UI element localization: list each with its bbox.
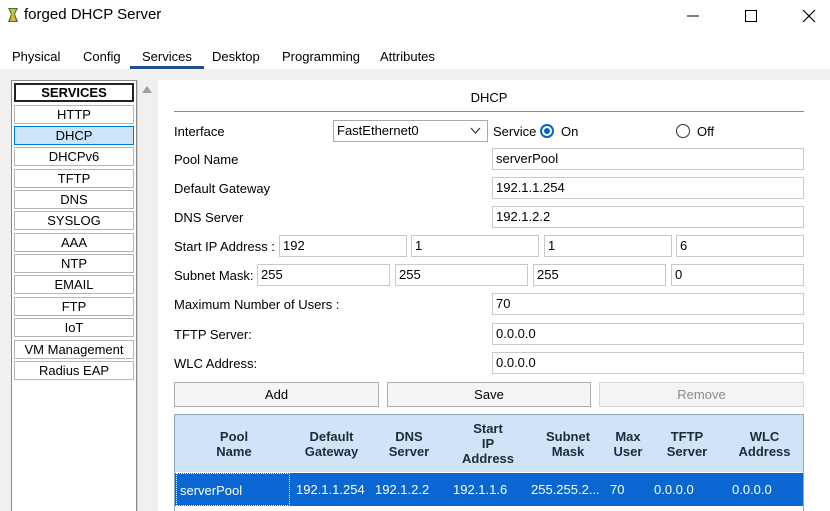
pool-table-header: Pool Name Default Gateway DNS Server Start I… [175, 415, 803, 472]
default-gateway-label: Default Gateway [174, 181, 271, 196]
wlc-address-field[interactable]: 0.0.0.0 [492, 352, 804, 374]
subnet-mask-octet-3[interactable]: 255 [533, 264, 666, 286]
tab-config[interactable]: Config [83, 49, 121, 64]
column-header-max-user[interactable]: Max User [613, 428, 643, 459]
title-bar: forged DHCP Server [0, 0, 830, 31]
service-item-tftp[interactable]: TFTP [14, 169, 134, 188]
cell-wlc-address[interactable]: 0.0.0.0 [732, 482, 772, 497]
maximize-button[interactable] [722, 0, 780, 31]
dns-server-label: DNS Server [174, 210, 244, 225]
service-label: Service [493, 124, 537, 139]
cell-dns-server[interactable]: 192.1.2.2 [375, 482, 430, 497]
pool-name-label: Pool Name [174, 152, 239, 167]
table-row[interactable]: serverPool 192.1.1.254 192.1.2.2 192.1.1… [175, 473, 803, 506]
subnet-mask-label: Subnet Mask: [174, 268, 254, 283]
column-header-subnet-mask[interactable]: Subnet Mask [545, 428, 591, 459]
service-item-dhcpv6[interactable]: DHCPv6 [14, 147, 134, 166]
column-header-dns-server[interactable]: DNS Server [388, 428, 430, 459]
subnet-mask-octet-2[interactable]: 255 [395, 264, 528, 286]
start-ip-octet-2[interactable]: 1 [411, 235, 539, 257]
service-item-dns[interactable]: DNS [14, 190, 134, 209]
tftp-server-label: TFTP Server: [174, 327, 252, 342]
interface-select[interactable]: FastEthernet0 [333, 120, 488, 142]
close-button[interactable] [780, 0, 830, 31]
max-users-field[interactable]: 70 [492, 293, 804, 315]
cell-subnet-mask[interactable]: 255.255.2... [531, 482, 600, 497]
service-item-aaa[interactable]: AAA [14, 233, 134, 252]
tab-attributes[interactable]: Attributes [380, 49, 435, 64]
tab-bar: Physical Config Services Desktop Program… [0, 41, 830, 69]
cell-max-user[interactable]: 70 [610, 482, 625, 497]
add-button[interactable]: Add [174, 382, 379, 407]
service-item-email[interactable]: EMAIL [14, 275, 134, 294]
save-button[interactable]: Save [387, 382, 591, 407]
service-item-syslog[interactable]: SYSLOG [14, 211, 134, 230]
maximize-icon [745, 9, 757, 22]
wlc-address-label: WLC Address: [174, 356, 258, 371]
tab-desktop[interactable]: Desktop [212, 49, 260, 64]
column-header-wlc-address[interactable]: WLC Address [738, 428, 791, 459]
dns-server-field[interactable]: 192.1.2.2 [492, 206, 804, 228]
service-off-radio[interactable] [676, 124, 690, 138]
service-item-vm-management[interactable]: VM Management [14, 340, 134, 359]
start-ip-octet-4[interactable]: 6 [676, 235, 804, 257]
panel-title: DHCP [470, 90, 508, 105]
remove-button[interactable]: Remove [599, 382, 804, 407]
cell-pool-name[interactable]: serverPool [176, 473, 290, 506]
service-on-label: On [561, 124, 579, 139]
minimize-icon [687, 15, 699, 16]
tftp-server-field[interactable]: 0.0.0.0 [492, 323, 804, 345]
default-gateway-field[interactable]: 192.1.1.254 [492, 177, 804, 199]
window-title: forged DHCP Server [24, 6, 162, 23]
start-ip-octet-1[interactable]: 192 [279, 235, 407, 257]
subnet-mask-octet-4[interactable]: 0 [671, 264, 804, 286]
pool-table: Pool Name Default Gateway DNS Server Start I… [174, 414, 804, 511]
services-header: SERVICES [14, 83, 134, 102]
service-item-radius-eap[interactable]: Radius EAP [14, 361, 134, 380]
tab-physical[interactable]: Physical [12, 49, 61, 64]
interface-label: Interface [174, 124, 225, 139]
service-item-http[interactable]: HTTP [14, 105, 134, 124]
close-icon [802, 9, 816, 22]
max-users-label: Maximum Number of Users : [174, 297, 340, 312]
interface-value: FastEthernet0 [337, 123, 419, 138]
dhcp-panel: DHCP Interface FastEthernet0 Service On … [158, 80, 830, 511]
column-header-start-ip[interactable]: Start IP Address [461, 421, 515, 466]
start-ip-octet-3[interactable]: 1 [544, 235, 672, 257]
server-app-icon [6, 7, 20, 23]
pool-name-field[interactable]: serverPool [492, 148, 804, 170]
cell-tftp-server[interactable]: 0.0.0.0 [654, 482, 694, 497]
cell-start-ip[interactable]: 192.1.1.6 [453, 482, 508, 497]
service-item-ftp[interactable]: FTP [14, 297, 134, 316]
service-off-label: Off [697, 124, 715, 139]
services-list: SERVICES HTTP DHCP DHCPv6 TFTP DNS SYSLO… [11, 80, 137, 511]
column-header-tftp-server[interactable]: TFTP Server [666, 428, 708, 459]
column-header-pool-name[interactable]: Pool Name [216, 428, 252, 459]
service-item-iot[interactable]: IoT [14, 318, 134, 337]
services-scrollbar[interactable] [137, 80, 157, 511]
minimize-button[interactable] [664, 0, 722, 31]
tab-programming[interactable]: Programming [282, 49, 361, 64]
tab-services[interactable]: Services [130, 49, 204, 69]
service-item-ntp[interactable]: NTP [14, 254, 134, 273]
service-item-dhcp[interactable]: DHCP [14, 126, 134, 145]
start-ip-label: Start IP Address : [174, 239, 275, 254]
panel-divider [174, 111, 804, 112]
scroll-up-arrow-icon[interactable] [142, 86, 152, 93]
column-header-default-gateway[interactable]: Default Gateway [304, 428, 359, 459]
chevron-down-icon [470, 127, 481, 134]
cell-default-gateway[interactable]: 192.1.1.254 [296, 482, 365, 497]
service-on-radio[interactable] [540, 124, 554, 138]
subnet-mask-octet-1[interactable]: 255 [257, 264, 390, 286]
